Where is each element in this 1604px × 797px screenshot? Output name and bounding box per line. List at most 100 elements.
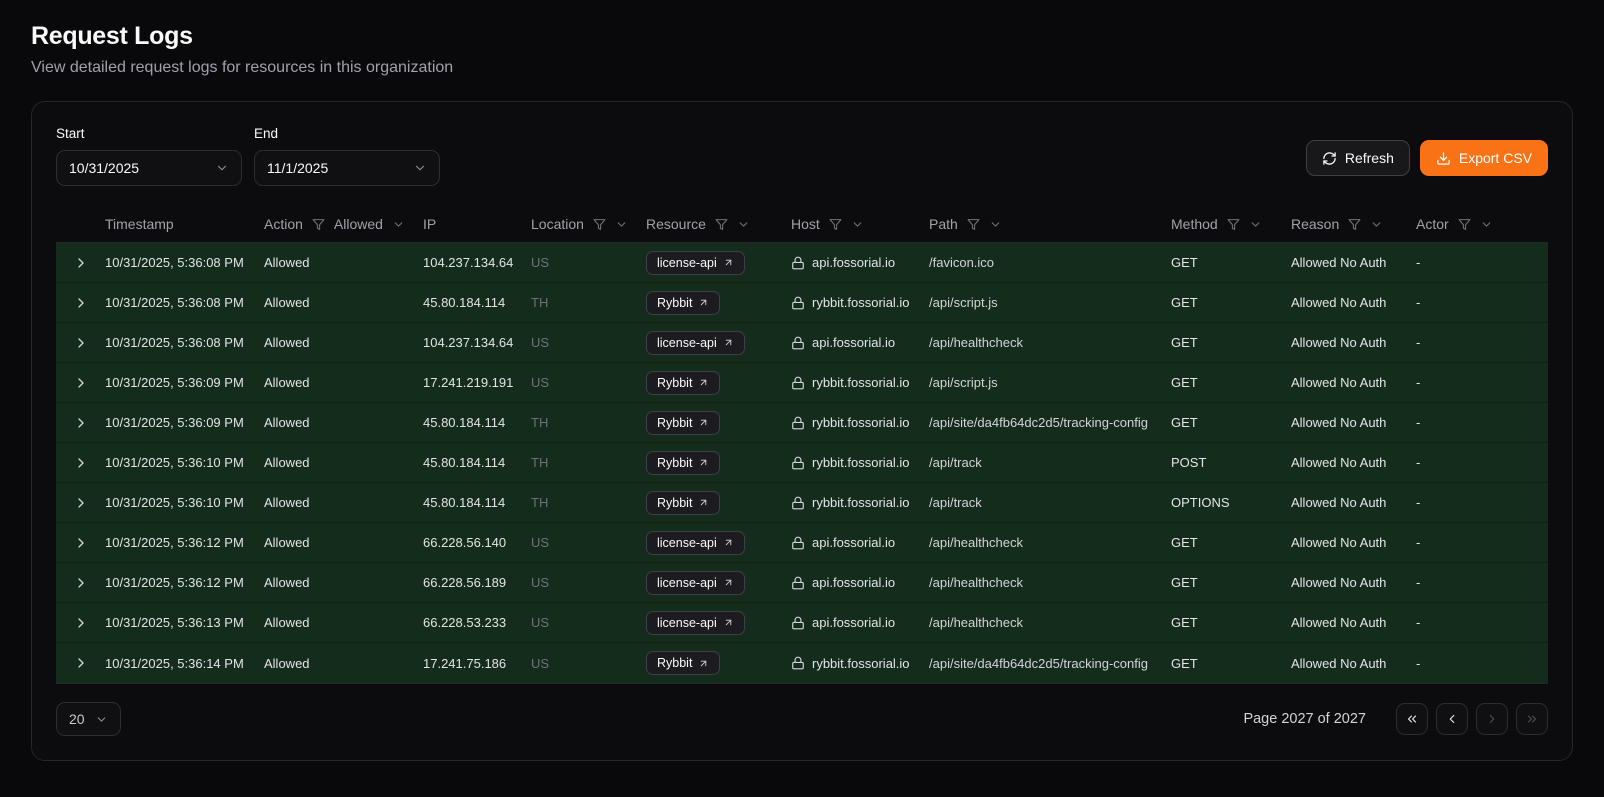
- expand-row-chevron-right-icon[interactable]: [73, 495, 89, 511]
- external-link-icon: [723, 537, 734, 548]
- timestamp-cell: 10/31/2025, 5:36:10 PM: [105, 495, 244, 510]
- external-link-icon: [698, 658, 709, 669]
- path-cell: /api/healthcheck: [929, 575, 1023, 590]
- refresh-button-label: Refresh: [1344, 150, 1394, 166]
- host-cell: api.fossorial.io: [791, 335, 929, 350]
- resource-badge[interactable]: license-api: [646, 330, 745, 355]
- resource-badge[interactable]: license-api: [646, 570, 745, 595]
- page-size-value: 20: [69, 711, 85, 727]
- chevron-right-icon: [1485, 712, 1499, 726]
- actor-cell: -: [1416, 255, 1421, 270]
- start-date-select[interactable]: 10/31/2025: [56, 150, 242, 186]
- table-row[interactable]: 10/31/2025, 5:36:08 PM Allowed 45.80.184…: [56, 283, 1548, 323]
- refresh-button[interactable]: Refresh: [1305, 140, 1410, 176]
- lock-icon: [791, 496, 805, 510]
- expand-row-chevron-right-icon[interactable]: [73, 655, 89, 671]
- expand-row-chevron-right-icon[interactable]: [73, 615, 89, 631]
- expand-row-chevron-right-icon[interactable]: [73, 295, 89, 311]
- end-date-select[interactable]: 11/1/2025: [254, 150, 440, 186]
- reason-cell: Allowed No Auth: [1291, 655, 1387, 671]
- method-cell: GET: [1171, 295, 1198, 310]
- table-row[interactable]: 10/31/2025, 5:36:12 PM Allowed 66.228.56…: [56, 523, 1548, 563]
- resource-badge[interactable]: license-api: [646, 250, 745, 275]
- method-cell: GET: [1171, 615, 1198, 630]
- start-date-group: Start 10/31/2025: [56, 126, 242, 186]
- table-row[interactable]: 10/31/2025, 5:36:12 PM Allowed 66.228.56…: [56, 563, 1548, 603]
- expand-row-chevron-right-icon[interactable]: [73, 535, 89, 551]
- actor-cell: -: [1416, 615, 1421, 630]
- action-cell: Allowed: [264, 455, 310, 470]
- filter-icon[interactable]: [1348, 218, 1361, 231]
- host-cell: rybbit.fossorial.io: [791, 375, 929, 390]
- page-size-select[interactable]: 20: [56, 702, 121, 736]
- resource-badge[interactable]: license-api: [646, 530, 745, 555]
- resource-cell: Rybbit: [646, 290, 791, 315]
- resource-badge[interactable]: license-api: [646, 610, 745, 635]
- expand-row-chevron-right-icon[interactable]: [73, 335, 89, 351]
- expand-row-chevron-right-icon[interactable]: [73, 375, 89, 391]
- host-value: rybbit.fossorial.io: [812, 295, 910, 310]
- table-row[interactable]: 10/31/2025, 5:36:13 PM Allowed 66.228.53…: [56, 603, 1548, 643]
- resource-badge-label: license-api: [657, 535, 717, 550]
- external-link-icon: [723, 337, 734, 348]
- previous-page-button[interactable]: [1436, 703, 1468, 735]
- table-row[interactable]: 10/31/2025, 5:36:08 PM Allowed 104.237.1…: [56, 323, 1548, 363]
- reason-cell: Allowed No Auth: [1291, 295, 1387, 310]
- next-page-button: [1476, 703, 1508, 735]
- lock-icon: [791, 576, 805, 590]
- resource-badge[interactable]: Rybbit: [646, 651, 721, 675]
- table-row[interactable]: 10/31/2025, 5:36:10 PM Allowed 45.80.184…: [56, 443, 1548, 483]
- chevron-down-icon[interactable]: [1480, 218, 1493, 231]
- chevron-down-icon[interactable]: [615, 218, 628, 231]
- table-row[interactable]: 10/31/2025, 5:36:10 PM Allowed 45.80.184…: [56, 483, 1548, 523]
- chevron-down-icon[interactable]: [989, 218, 1002, 231]
- path-cell: /api/site/da4fb64dc2d5/tracking-config: [929, 655, 1148, 671]
- expand-row-chevron-right-icon[interactable]: [73, 455, 89, 471]
- chevrons-right-icon: [1525, 712, 1539, 726]
- resource-badge[interactable]: Rybbit: [646, 490, 721, 515]
- timestamp-cell: 10/31/2025, 5:36:12 PM: [105, 575, 244, 590]
- download-icon: [1436, 151, 1451, 166]
- expand-row-chevron-right-icon[interactable]: [73, 575, 89, 591]
- filter-icon[interactable]: [1458, 218, 1471, 231]
- location-cell: US: [531, 535, 550, 550]
- path-cell: /api/track: [929, 495, 982, 510]
- resource-badge[interactable]: Rybbit: [646, 290, 721, 315]
- chevron-down-icon[interactable]: [392, 218, 405, 231]
- filter-icon[interactable]: [829, 218, 842, 231]
- location-cell: TH: [531, 415, 549, 430]
- filter-icon[interactable]: [1227, 218, 1240, 231]
- first-page-button[interactable]: [1396, 703, 1428, 735]
- filter-icon[interactable]: [312, 218, 325, 231]
- chevron-down-icon[interactable]: [1249, 218, 1262, 231]
- expand-row-chevron-right-icon[interactable]: [73, 415, 89, 431]
- chevron-down-icon[interactable]: [851, 218, 864, 231]
- column-header-action: Action: [264, 216, 303, 232]
- location-cell: US: [531, 255, 550, 270]
- action-cell: Allowed: [264, 615, 310, 630]
- filter-icon[interactable]: [593, 218, 606, 231]
- table-row[interactable]: 10/31/2025, 5:36:08 PM Allowed 104.237.1…: [56, 243, 1548, 283]
- ip-cell: 17.241.219.191: [423, 375, 514, 390]
- chevron-down-icon[interactable]: [737, 218, 750, 231]
- filter-icon[interactable]: [967, 218, 980, 231]
- table-row[interactable]: 10/31/2025, 5:36:09 PM Allowed 17.241.21…: [56, 363, 1548, 403]
- table-row[interactable]: 10/31/2025, 5:36:09 PM Allowed 45.80.184…: [56, 403, 1548, 443]
- host-value: api.fossorial.io: [812, 335, 896, 350]
- expand-row-chevron-right-icon[interactable]: [73, 255, 89, 271]
- resource-badge[interactable]: Rybbit: [646, 370, 721, 395]
- host-value: api.fossorial.io: [812, 535, 896, 550]
- export-csv-button[interactable]: Export CSV: [1419, 140, 1548, 176]
- ip-cell: 45.80.184.114: [423, 295, 506, 310]
- timestamp-cell: 10/31/2025, 5:36:09 PM: [105, 375, 244, 390]
- external-link-icon: [698, 497, 709, 508]
- logs-card: Start 10/31/2025 End 11/1/2025 Refresh: [31, 101, 1573, 761]
- action-filter-value[interactable]: Allowed: [333, 216, 383, 232]
- resource-badge[interactable]: Rybbit: [646, 450, 721, 475]
- table-row[interactable]: 10/31/2025, 5:36:14 PM Allowed 17.241.75…: [56, 643, 1548, 683]
- action-cell: Allowed: [264, 295, 310, 310]
- chevron-down-icon[interactable]: [1370, 218, 1383, 231]
- actor-cell: -: [1416, 295, 1421, 310]
- filter-icon[interactable]: [715, 218, 728, 231]
- resource-badge[interactable]: Rybbit: [646, 410, 721, 435]
